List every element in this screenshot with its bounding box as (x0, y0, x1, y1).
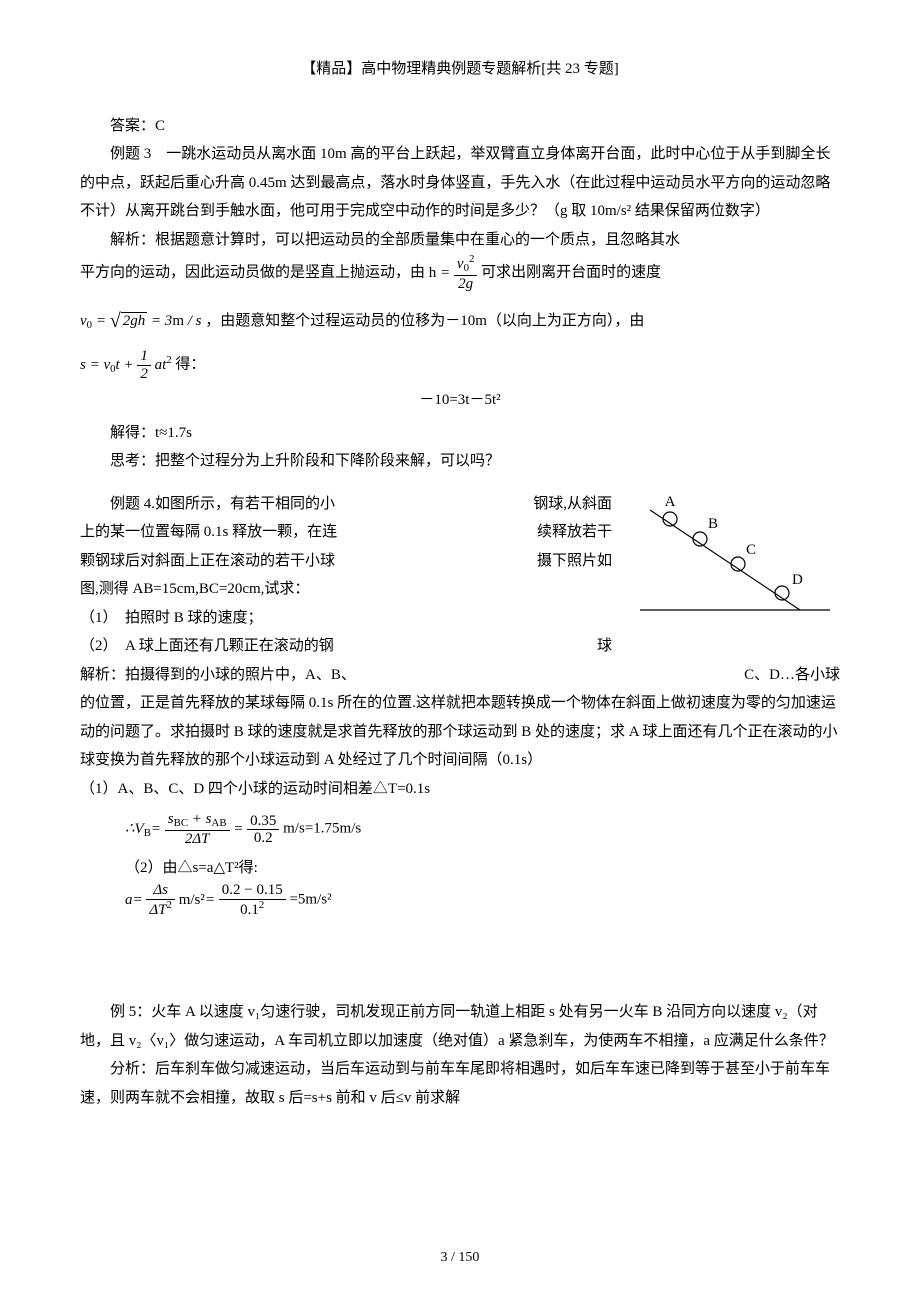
page-header: 【精品】高中物理精典例题专题解析[共 23 专题] (80, 55, 840, 84)
ex4-l2b: 续释放若干 (537, 518, 612, 547)
ex3-analysis-mid-b: 可求出刚离开台面时的速度 (481, 265, 661, 281)
ex4-q2a: A 球上面还有几颗正在滚动的钢 (125, 638, 334, 654)
ex3-title: 例题 3 (110, 146, 151, 162)
ex3-center-eq: －10=3t－5t² (80, 386, 840, 415)
ex4-q1-label: （1） (80, 610, 110, 626)
ex5-title: 例 5： (110, 1004, 151, 1020)
ex3-analysis-line1: 解析：根据题意计算时，可以把运动员的全部质量集中在重心的一个质点，且忽略其水 (80, 226, 840, 255)
ex3-v0-tail: ，由题意知整个过程运动员的位移为－10m（以向上为正方向），由 (205, 313, 644, 329)
ex3-s-line: s = v0t + 12 at2 得： (80, 348, 840, 382)
ex4-q2b: 球 (597, 632, 612, 661)
ex3-solve: 解得：t≈1.7s (80, 419, 840, 448)
ex4-l1b: 钢球,从斜面 (503, 490, 612, 519)
formula-v0: v0 = √2gh = 3m / s (80, 313, 205, 329)
ex3-body: 例题 3 一跳水运动员从离水面 10m 高的平台上跃起，举双臂直立身体离开台面，… (80, 140, 840, 226)
ex5-text: 火车 A 以速度 v₁匀速行驶，司机发现正前方同一轨道上相距 s 处有另一火车 … (80, 1004, 834, 1049)
ex4-a-calc: a= ΔsΔT2 m/s²= 0.2 − 0.150.12 =5m/s² (125, 882, 840, 918)
ex4-figure: A B C D (620, 490, 840, 630)
ex4-q1-text: 拍照时 B 球的速度； (125, 610, 263, 626)
ex4-an-b: C、D…各小球 (744, 661, 840, 690)
ex4-q2-label: （2） (80, 638, 110, 654)
ex5-analysis: 分析：后车刹车做匀减速运动，当后车运动到与前车车尾即将相遇时，如后车车速已降到等… (80, 1055, 840, 1112)
ex4-title: 例题 4. (110, 496, 155, 512)
fig-label-a: A (665, 494, 676, 510)
ex4-vb-tail: m/s=1.75m/s (283, 821, 361, 837)
ex4-l3b: 摄下照片如 (537, 547, 612, 576)
ex4-step1: （1）A、B、C、D 四个小球的运动时间相差△T=0.1s (80, 775, 840, 804)
ex4-block: A B C D 例题 4.如图所示，有若干相同的小 钢球,从斜面 上的某一位置每… (80, 490, 840, 775)
ex4-l3a: 颗钢球后对斜面上正在滚动的若干小球 (80, 553, 335, 569)
fig-label-b: B (708, 516, 718, 532)
answer-c: 答案：C (80, 112, 840, 141)
ex4-q2: （2） A 球上面还有几颗正在滚动的钢 球 (80, 632, 840, 661)
ex4-step2: （2）由△s=a△T²得: (125, 854, 840, 883)
fig-label-c: C (746, 542, 756, 558)
ex3-analysis-mid-a: 平方向的运动，因此运动员做的是竖直上抛运动，由 (80, 265, 429, 281)
ex4-a-tail: =5m/s² (289, 892, 331, 908)
ex5-body: 例 5：火车 A 以速度 v₁匀速行驶，司机发现正前方同一轨道上相距 s 处有另… (80, 998, 840, 1055)
ex3-think: 思考：把整个过程分为上升阶段和下降阶段来解，可以吗？ (80, 447, 840, 476)
ex4-body-rest: 的位置，正是首先释放的某球每隔 0.1s 所在的位置.这样就把本题转换成一个物体… (80, 689, 840, 775)
ex4-l2a: 上的某一位置每隔 0.1s 释放一颗，在连 (80, 524, 337, 540)
fig-label-d: D (792, 572, 803, 588)
page-footer: 3 / 150 (0, 1245, 920, 1272)
ex4-an-a: 解析：拍摄得到的小球的照片中，A、B、 (80, 667, 356, 683)
ex3-v0-line: v0 = √2gh = 3m / s ，由题意知整个过程运动员的位移为－10m（… (80, 302, 840, 340)
ex4-analysis-head: 解析：拍摄得到的小球的照片中，A、B、 C、D…各小球 (80, 661, 840, 690)
ex4-l1a: 如图所示，有若干相同的小 (155, 496, 335, 512)
ex4-vb-calc: ∴VB= sBC + sAB2ΔT = 0.350.2 m/s=1.75m/s (125, 811, 840, 847)
ex3-s-tail: 得： (175, 357, 205, 373)
ex3-analysis-heq: 平方向的运动，因此运动员做的是竖直上抛运动，由 h = v022g 可求出刚离开… (80, 254, 840, 292)
formula-s: s = v0t + 12 at2 (80, 357, 175, 373)
ex3-text: 一跳水运动员从离水面 10m 高的平台上跃起，举双臂直立身体离开台面，此时中心位… (80, 146, 830, 219)
formula-h: h = v022g (429, 265, 481, 281)
